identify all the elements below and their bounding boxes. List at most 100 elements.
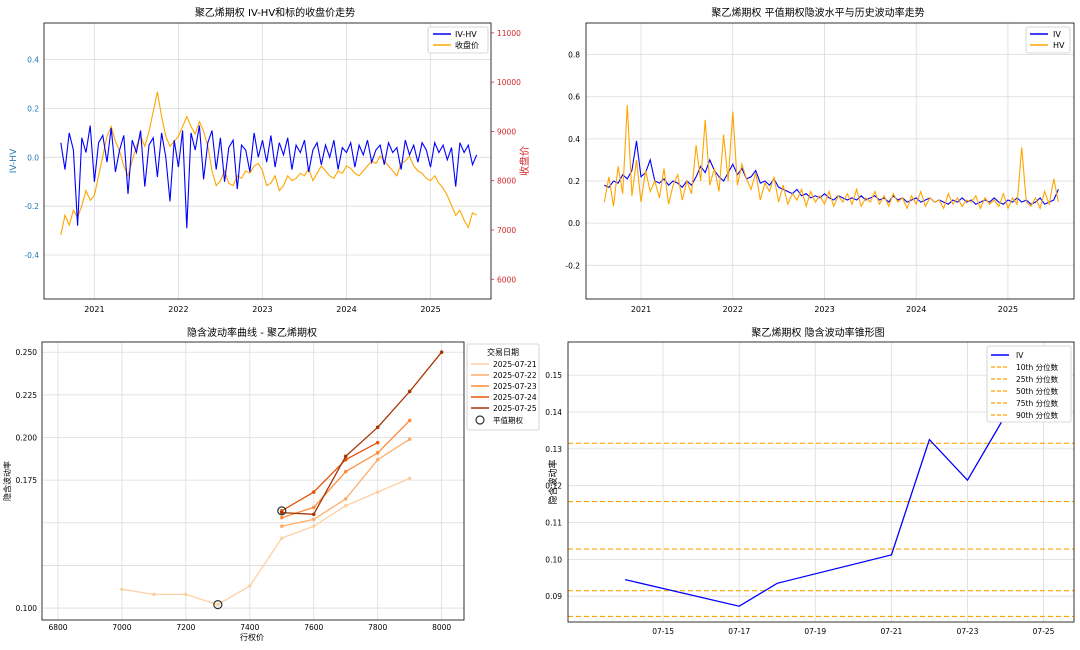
smile-point — [375, 440, 380, 445]
series-line-hv — [603, 105, 1059, 211]
smile-line-2025-07-21 — [121, 477, 410, 606]
plot-area — [568, 349, 1074, 618]
smile-point — [343, 454, 348, 459]
y-tick-label: 0.175 — [16, 476, 38, 485]
y-tick-label: 0.250 — [16, 348, 38, 357]
y-axis-label-left: IV-HV — [9, 148, 19, 173]
legend: 交易日期 2025-07-21 2025-07-22 2025-07-23 20… — [466, 343, 540, 431]
legend-label-q10: 10th 分位数 — [1016, 362, 1059, 372]
y-tick-label-right: 10000 — [497, 78, 521, 87]
smile-point — [311, 490, 316, 494]
x-tick-label: 2021 — [631, 305, 651, 314]
smile-point — [279, 515, 284, 520]
x-tick-label: 2023 — [252, 305, 272, 314]
smile-line-2025-07-25 — [281, 351, 443, 515]
y-tick-label-right: 9000 — [497, 127, 516, 136]
y-axis-label: 隐含波动率 — [547, 459, 559, 504]
axis-ticks: 6800 7000 7200 7400 7600 7800 8000 0.100 0.175 0.… — [16, 348, 452, 632]
x-tick-label: 6800 — [48, 623, 67, 632]
x-tick-label: 2024 — [336, 305, 356, 314]
series-line-iv — [624, 349, 1045, 607]
y-tick-label-left: -0.2 — [24, 202, 39, 211]
smile-point — [407, 389, 412, 394]
grid — [44, 23, 491, 299]
legend-label-q50: 50th 分位数 — [1016, 386, 1059, 396]
x-tick-label: 2023 — [814, 305, 834, 314]
legend-label-iv: IV — [1053, 30, 1061, 39]
chart-title: 聚乙烯期权 平值期权隐波水平与历史波动率走势 — [711, 6, 924, 19]
atm-marker — [213, 600, 223, 610]
y-tick-label: 0.12 — [545, 482, 562, 491]
legend: IV-HV 收盘价 — [427, 26, 489, 54]
legend-label-iv-hv: IV-HV — [455, 30, 477, 39]
axis-ticks: 07-15 07-17 07-19 07-21 07-23 07-25 0.09 0.10 0.… — [545, 371, 1054, 636]
x-tick-label: 07-21 — [880, 627, 902, 636]
y-tick-label: 0.14 — [545, 408, 562, 417]
smile-point — [343, 503, 348, 508]
plot-area — [120, 350, 444, 610]
smile-point — [248, 584, 252, 588]
smile-point — [279, 524, 284, 528]
plot-area — [603, 105, 1059, 211]
chart-title: 隐含波动率曲线 - 聚乙烯期权 — [187, 326, 317, 339]
plot-frame — [585, 22, 1075, 300]
x-tick-label: 2022 — [168, 305, 188, 314]
smile-point — [216, 602, 220, 607]
plot-area — [60, 91, 478, 236]
x-tick-label: 8000 — [432, 623, 451, 632]
x-tick-label: 07-25 — [1033, 627, 1055, 636]
y-tick-label: 0.200 — [16, 434, 38, 443]
x-axis-label: 行权价 — [240, 632, 264, 642]
x-tick-label: 7400 — [240, 623, 259, 632]
y-tick-label: 0.15 — [545, 371, 562, 380]
x-tick-label: 2021 — [84, 305, 104, 314]
y-tick-label: 0.100 — [16, 604, 38, 613]
legend-label-q25: 25th 分位数 — [1016, 374, 1059, 384]
smile-point — [279, 510, 284, 515]
y-tick-label: -0.2 — [565, 261, 580, 270]
x-tick-label: 07-17 — [728, 627, 750, 636]
x-tick-label: 7800 — [368, 623, 387, 632]
smile-point — [184, 592, 188, 597]
x-tick-label: 2025 — [420, 305, 440, 314]
atm-iv-hv-chart: 聚乙烯期权 平值期权隐波水平与历史波动率走势 2021 2022 2023 2024 2… — [565, 6, 1075, 314]
smile-point — [375, 490, 380, 494]
y-axis-label: 隐含波动率 — [2, 461, 12, 501]
legend-label-0725: 2025-07-25 — [493, 404, 537, 413]
x-tick-label: 7200 — [176, 623, 195, 632]
grid — [586, 23, 1074, 299]
y-tick-label-left: 0.0 — [27, 153, 39, 162]
legend-label-0724: 2025-07-24 — [493, 393, 537, 402]
smile-point — [343, 469, 348, 474]
smile-point — [407, 418, 412, 423]
legend-label-0723: 2025-07-23 — [493, 382, 537, 391]
y-tick-label: 0.11 — [545, 519, 562, 528]
legend: IV HV — [1025, 26, 1071, 54]
smile-point — [120, 587, 124, 592]
y-tick-label-right: 11000 — [497, 29, 521, 38]
smile-point — [343, 497, 348, 501]
legend-marker-atm — [475, 415, 485, 425]
legend-label-hv: HV — [1053, 41, 1065, 50]
grid — [42, 342, 464, 620]
y-tick-label: 0.09 — [545, 592, 562, 601]
series-line-iv-hv — [60, 125, 478, 229]
y-tick-label-right: 6000 — [497, 275, 516, 284]
legend-label-q90: 90th 分位数 — [1016, 410, 1059, 420]
x-tick-label: 2022 — [723, 305, 743, 314]
chart-title: 聚乙烯期权 IV-HV和标的收盘价走势 — [195, 6, 355, 19]
plot-frame — [43, 22, 492, 300]
smile-line-2025-07-23 — [281, 420, 411, 519]
y-tick-label: 0.10 — [545, 555, 562, 564]
y-tick-label: 0.6 — [568, 93, 580, 102]
legend-label-atm: 平值期权 — [493, 415, 523, 425]
axis-ticks: 2021 2022 2023 2024 2025 -0.2 0.0 0.2 0.4 0.6 0.8 — [565, 51, 1018, 314]
smile-point — [407, 476, 412, 481]
x-tick-label: 2025 — [998, 305, 1018, 314]
y-tick-label-left: 0.2 — [27, 104, 39, 113]
y-tick-label-left: -0.4 — [24, 251, 39, 260]
x-tick-label: 07-23 — [957, 627, 979, 636]
legend-title: 交易日期 — [487, 347, 519, 357]
legend-label-close-price: 收盘价 — [455, 40, 479, 50]
